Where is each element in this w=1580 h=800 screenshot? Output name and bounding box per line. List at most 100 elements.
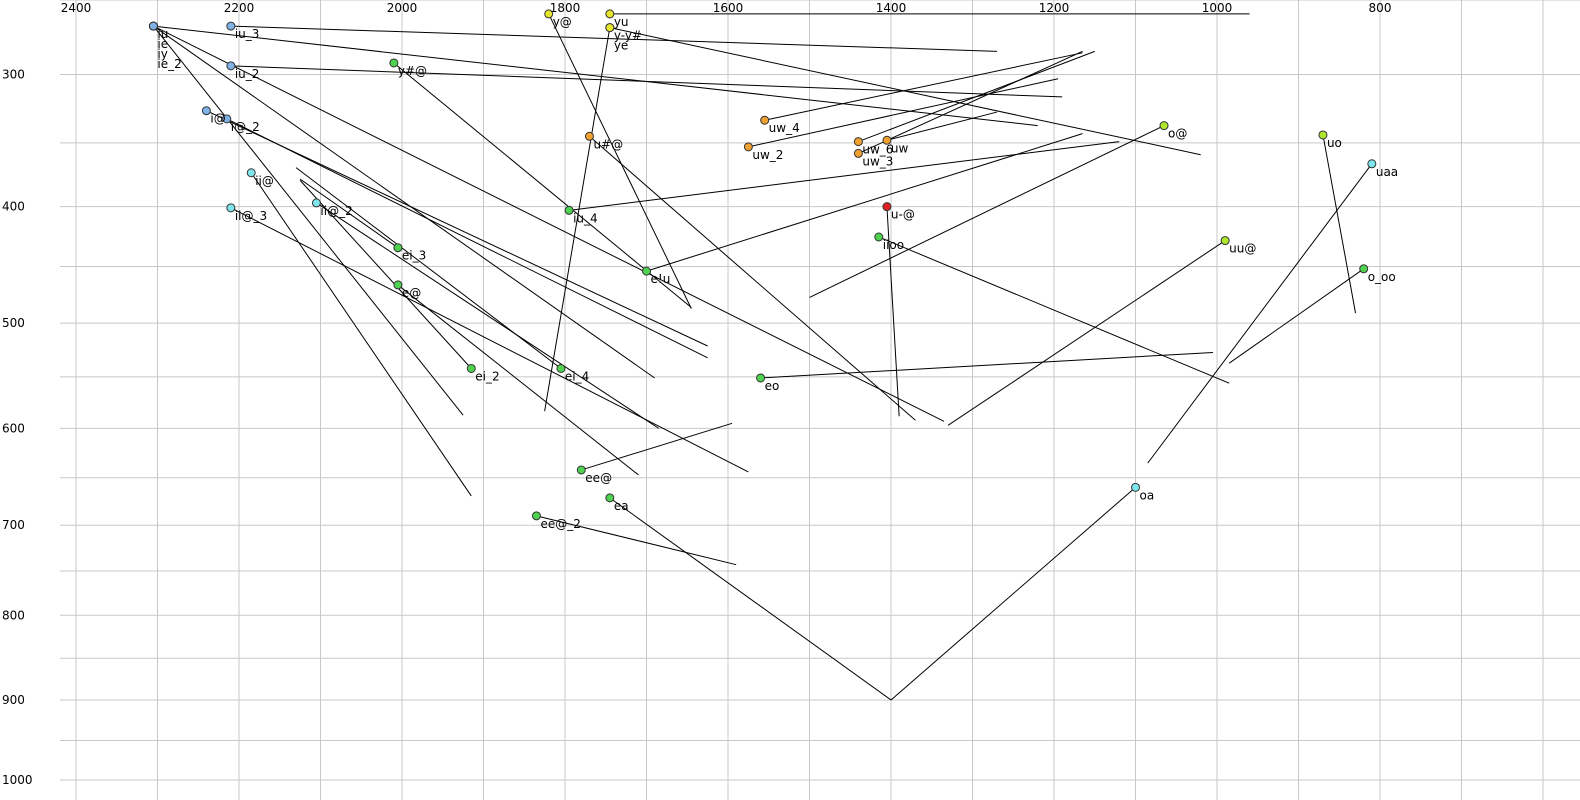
point-ee@_2: [531, 511, 541, 521]
point-ei_2: [466, 363, 476, 373]
trajectory-uw_6: [858, 50, 1095, 143]
point-label-iu_4: iu_4: [573, 211, 598, 225]
point-label-ei_2: ei_2: [475, 369, 499, 383]
point-label-y@: y@: [553, 15, 572, 29]
point-iu_4: [564, 205, 574, 215]
trajectory-iu: [153, 25, 1038, 127]
trajectory-uu@: [947, 240, 1226, 426]
trajectory-oa: [890, 486, 1136, 701]
point-uw_6: [853, 137, 863, 147]
trajectory-ye: [544, 27, 611, 412]
trajectory-uo: [1322, 134, 1357, 314]
point-label-iu: iu: [157, 27, 168, 41]
point-label-uw_2: uw_2: [752, 148, 783, 162]
point-label-uo: uo: [1327, 136, 1342, 150]
trajectory-ee@_2: [536, 515, 737, 566]
trajectory-o@: [809, 125, 1165, 298]
point-uaa: [1367, 159, 1377, 169]
trajectory-uw_2: [748, 78, 1059, 148]
point-label-oa: oa: [1140, 488, 1155, 502]
point-uo: [1318, 130, 1328, 140]
x-tick-label: 2400: [61, 1, 92, 15]
point-label-uw_3: uw_3: [862, 154, 893, 168]
point-u#@: [584, 131, 594, 141]
y-tick-label: 400: [2, 200, 25, 214]
point-iu_2: [226, 61, 236, 71]
y-tick-label: 1000: [2, 773, 33, 787]
point-label-y-y#: y-y#: [614, 29, 642, 43]
point-label-ii@_2: ii@_2: [320, 204, 352, 218]
trajectory-uw: [886, 111, 998, 141]
point-i@: [201, 106, 211, 116]
grid-lines: [60, 0, 1580, 800]
point-label-uaa: uaa: [1376, 165, 1398, 179]
point-label-ii@_3: ii@_3: [235, 209, 267, 223]
trajectory-iu_2: [230, 65, 1063, 98]
x-tick-label: 1200: [1039, 1, 1070, 15]
x-tick-label: 1000: [1202, 1, 1233, 15]
point-e@: [393, 280, 403, 290]
point-label-i@: i@: [210, 112, 225, 126]
trajectory-ii@: [250, 172, 472, 497]
point-label-iu_2: iu_2: [235, 67, 260, 81]
point-label-uu@: uu@: [1229, 242, 1256, 256]
point-label-ye: ye: [614, 39, 628, 53]
trajectory-y-y#: [609, 27, 1201, 156]
point-yu: [605, 9, 615, 19]
point-label-e@: e@: [402, 286, 421, 300]
point-y@: [544, 9, 554, 19]
trajectory-lines: [153, 13, 1373, 701]
point-label-e!u: e!u: [651, 272, 671, 286]
point-uu@: [1220, 236, 1230, 246]
y-tick-label: 800: [2, 608, 25, 622]
point-ea: [605, 493, 615, 503]
trajectory-eo: [760, 351, 1213, 379]
point-label-uw: uw: [891, 141, 909, 155]
point-label-i@_2: i@_2: [231, 120, 260, 134]
trajectory-u-@: [886, 206, 900, 417]
trajectory-ii@_3: [230, 207, 749, 473]
point-label-o@: o@: [1168, 127, 1187, 141]
point-o_oo: [1359, 264, 1369, 274]
trajectory-uw_4: [764, 52, 1083, 121]
point-label-ie: ie: [157, 37, 168, 51]
point-ei_4: [556, 363, 566, 373]
point-label-ei_4: ei_4: [565, 369, 589, 383]
trajectory-iy: [153, 25, 464, 416]
trajectory-ei_2: [299, 180, 472, 369]
point-ie_2: [148, 21, 158, 31]
point-eo: [756, 373, 766, 383]
point-i@_2: [222, 114, 232, 124]
point-y#@: [389, 58, 399, 68]
trajectory-o_oo: [1228, 268, 1364, 364]
point-ei_3: [393, 243, 403, 253]
point-label-yu: yu: [614, 15, 629, 29]
trajectory-y@: [548, 13, 692, 309]
point-label-uw_6: uw_6: [862, 143, 893, 157]
y-tick-label: 700: [2, 518, 25, 532]
x-tick-label: 800: [1369, 1, 1392, 15]
point-label-u-@: u-@: [891, 208, 915, 222]
trajectory-ei_3: [299, 178, 399, 249]
trajectory-i@_2: [226, 118, 708, 359]
y-tick-label: 600: [2, 421, 25, 435]
point-iu_3: [226, 21, 236, 31]
x-tick-label: 2000: [387, 1, 418, 15]
trajectory-ie_2: [153, 25, 655, 379]
point-label-ii@: ii@: [255, 174, 274, 188]
point-oa: [1131, 482, 1140, 492]
point-label-uw_4: uw_4: [769, 121, 800, 135]
trajectory-ee@: [581, 422, 733, 471]
trajectory-ea: [609, 497, 892, 701]
point-o@: [1159, 121, 1169, 131]
point-label-y#@: y#@: [398, 64, 427, 78]
x-tick-label: 1400: [876, 1, 907, 15]
trajectory-e@: [397, 284, 639, 476]
point-label-iu_3: iu_3: [235, 27, 260, 41]
trajectory-ie: [153, 25, 945, 422]
trajectory-e!u: [646, 133, 1083, 272]
point-ye: [605, 23, 615, 33]
point-uw: [882, 135, 892, 145]
trajectory-ei_4: [295, 167, 562, 369]
